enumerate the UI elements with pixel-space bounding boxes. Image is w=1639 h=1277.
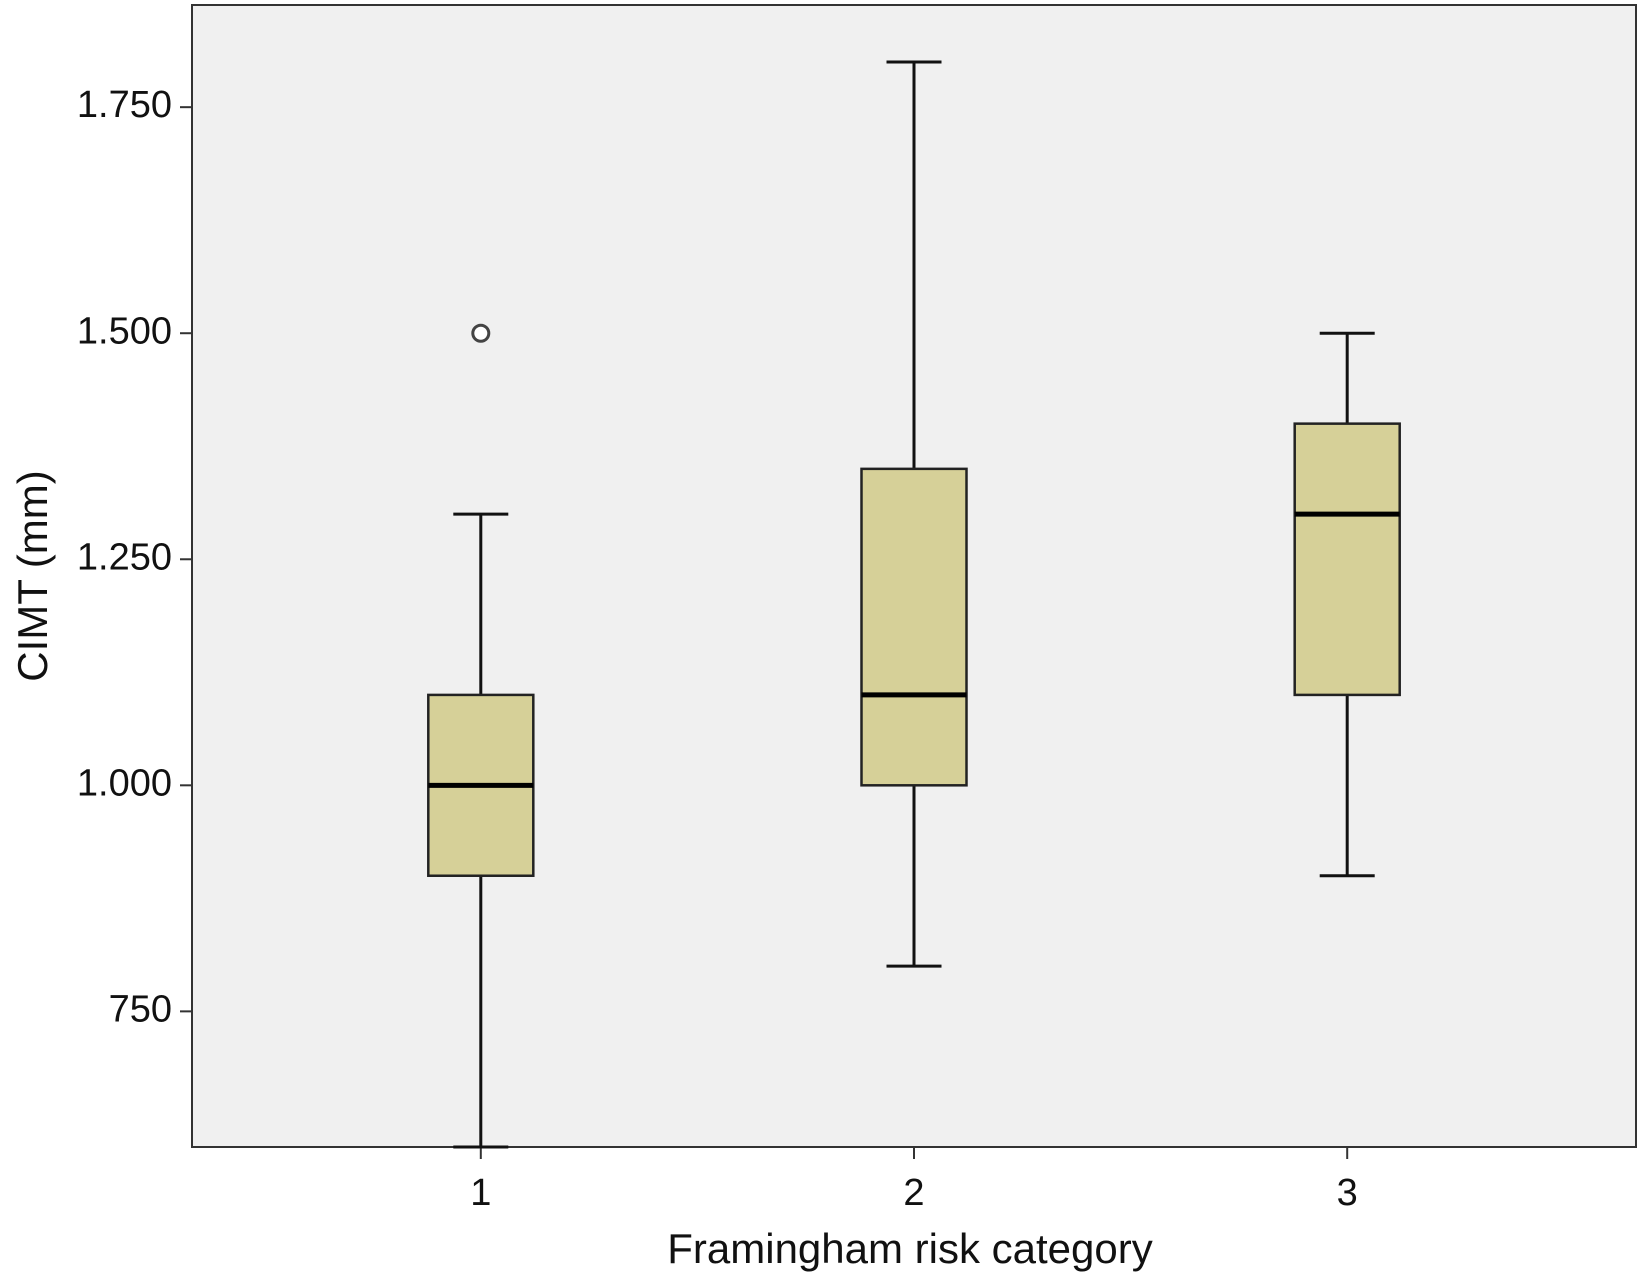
x-tick-label: 2 <box>903 1172 924 1214</box>
x-tick-label: 3 <box>1337 1172 1358 1214</box>
y-tick-label: 1.000 <box>77 762 172 804</box>
x-axis-title: Framingham risk category <box>667 1225 1152 1272</box>
box <box>1293 422 1401 697</box>
y-tick-label: 1.250 <box>77 536 172 578</box>
y-tick-label: 750 <box>109 988 172 1030</box>
y-tick-label: 1.500 <box>77 310 172 352</box>
outlier <box>471 323 491 343</box>
y-axis-title: CIMT (mm) <box>9 470 56 682</box>
box <box>860 467 968 787</box>
x-tick-label: 1 <box>470 1172 491 1214</box>
y-tick-label: 1.750 <box>77 84 172 126</box>
